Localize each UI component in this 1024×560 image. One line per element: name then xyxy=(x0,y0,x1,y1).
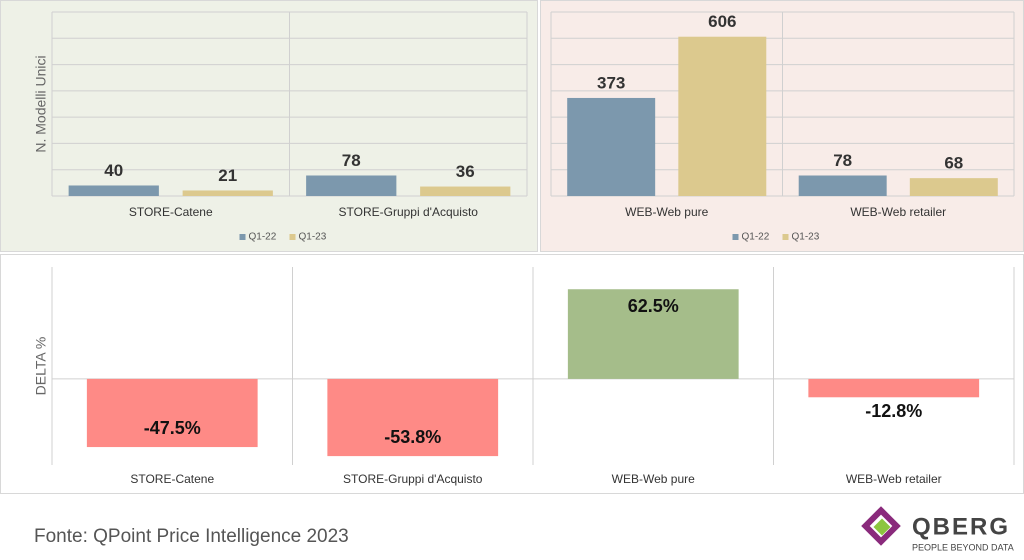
y-axis-label: N. Modelli Unici xyxy=(33,55,49,152)
source: Fonte: QPoint Price Intelligence 2023 xyxy=(34,526,349,547)
bar xyxy=(567,289,739,379)
value-label: 62.5% xyxy=(628,296,679,316)
bar xyxy=(86,378,258,448)
logo: QBERG PEOPLE BEYOND DATA xyxy=(861,506,1014,552)
panel: DELTA % STORE-Catene -47.5% STORE-Gruppi d'… xyxy=(0,254,1024,494)
legend-swatch xyxy=(782,234,789,240)
logo-tagline: PEOPLE BEYOND DATA xyxy=(912,542,1014,552)
logo-mark xyxy=(873,518,891,536)
bar xyxy=(798,175,887,196)
panel: WEB-Web pure 373 606 WEB-Web retailer 78 68 Q1… xyxy=(540,0,1024,252)
value-label: 36 xyxy=(456,162,475,181)
value-label: -53.8% xyxy=(384,427,441,447)
bar xyxy=(327,378,499,457)
x-tick-label: WEB-Web retailer xyxy=(846,472,942,486)
x-tick-label: STORE-Catene xyxy=(129,205,213,219)
legend-label: Q1-23 xyxy=(299,232,327,243)
bar xyxy=(306,175,397,196)
x-tick-label: WEB-Web retailer xyxy=(850,205,946,219)
value-label: -12.8% xyxy=(865,401,922,421)
legend-label: Q1-22 xyxy=(249,232,277,243)
legend-swatch xyxy=(732,234,739,240)
value-label: 68 xyxy=(944,154,963,173)
x-tick-label: WEB-Web pure xyxy=(612,472,695,486)
y-axis-label: DELTA % xyxy=(33,337,49,396)
x-tick-label: STORE-Catene xyxy=(130,472,214,486)
bar xyxy=(567,97,656,196)
panel-background xyxy=(0,254,1024,494)
panels: N. Modelli Unici STORE-Catene 40 21 STORE-Gr… xyxy=(0,0,1024,494)
value-label: -47.5% xyxy=(144,418,201,438)
bar xyxy=(420,186,511,196)
value-label: 78 xyxy=(342,151,361,170)
x-tick-label: WEB-Web pure xyxy=(625,205,708,219)
bar xyxy=(68,185,159,196)
x-tick-label: STORE-Gruppi d'Acquisto xyxy=(339,205,479,219)
legend-label: Q1-23 xyxy=(792,232,820,243)
panel-background xyxy=(0,0,538,252)
legend-swatch xyxy=(239,234,246,240)
value-label: 40 xyxy=(104,161,123,180)
value-label: 373 xyxy=(597,73,625,92)
value-label: 78 xyxy=(833,151,852,170)
value-label: 21 xyxy=(218,166,237,185)
logo-mark xyxy=(861,506,901,546)
value-label: 606 xyxy=(708,12,736,31)
legend-label: Q1-22 xyxy=(742,232,770,243)
panel: N. Modelli Unici STORE-Catene 40 21 STORE-Gr… xyxy=(0,0,538,252)
x-tick-label: STORE-Gruppi d'Acquisto xyxy=(343,472,483,486)
legend-swatch xyxy=(289,234,296,240)
bar xyxy=(909,178,998,196)
bar xyxy=(182,190,273,196)
bar xyxy=(808,378,980,398)
bar xyxy=(678,36,767,196)
logo-name: QBERG xyxy=(912,513,1010,540)
